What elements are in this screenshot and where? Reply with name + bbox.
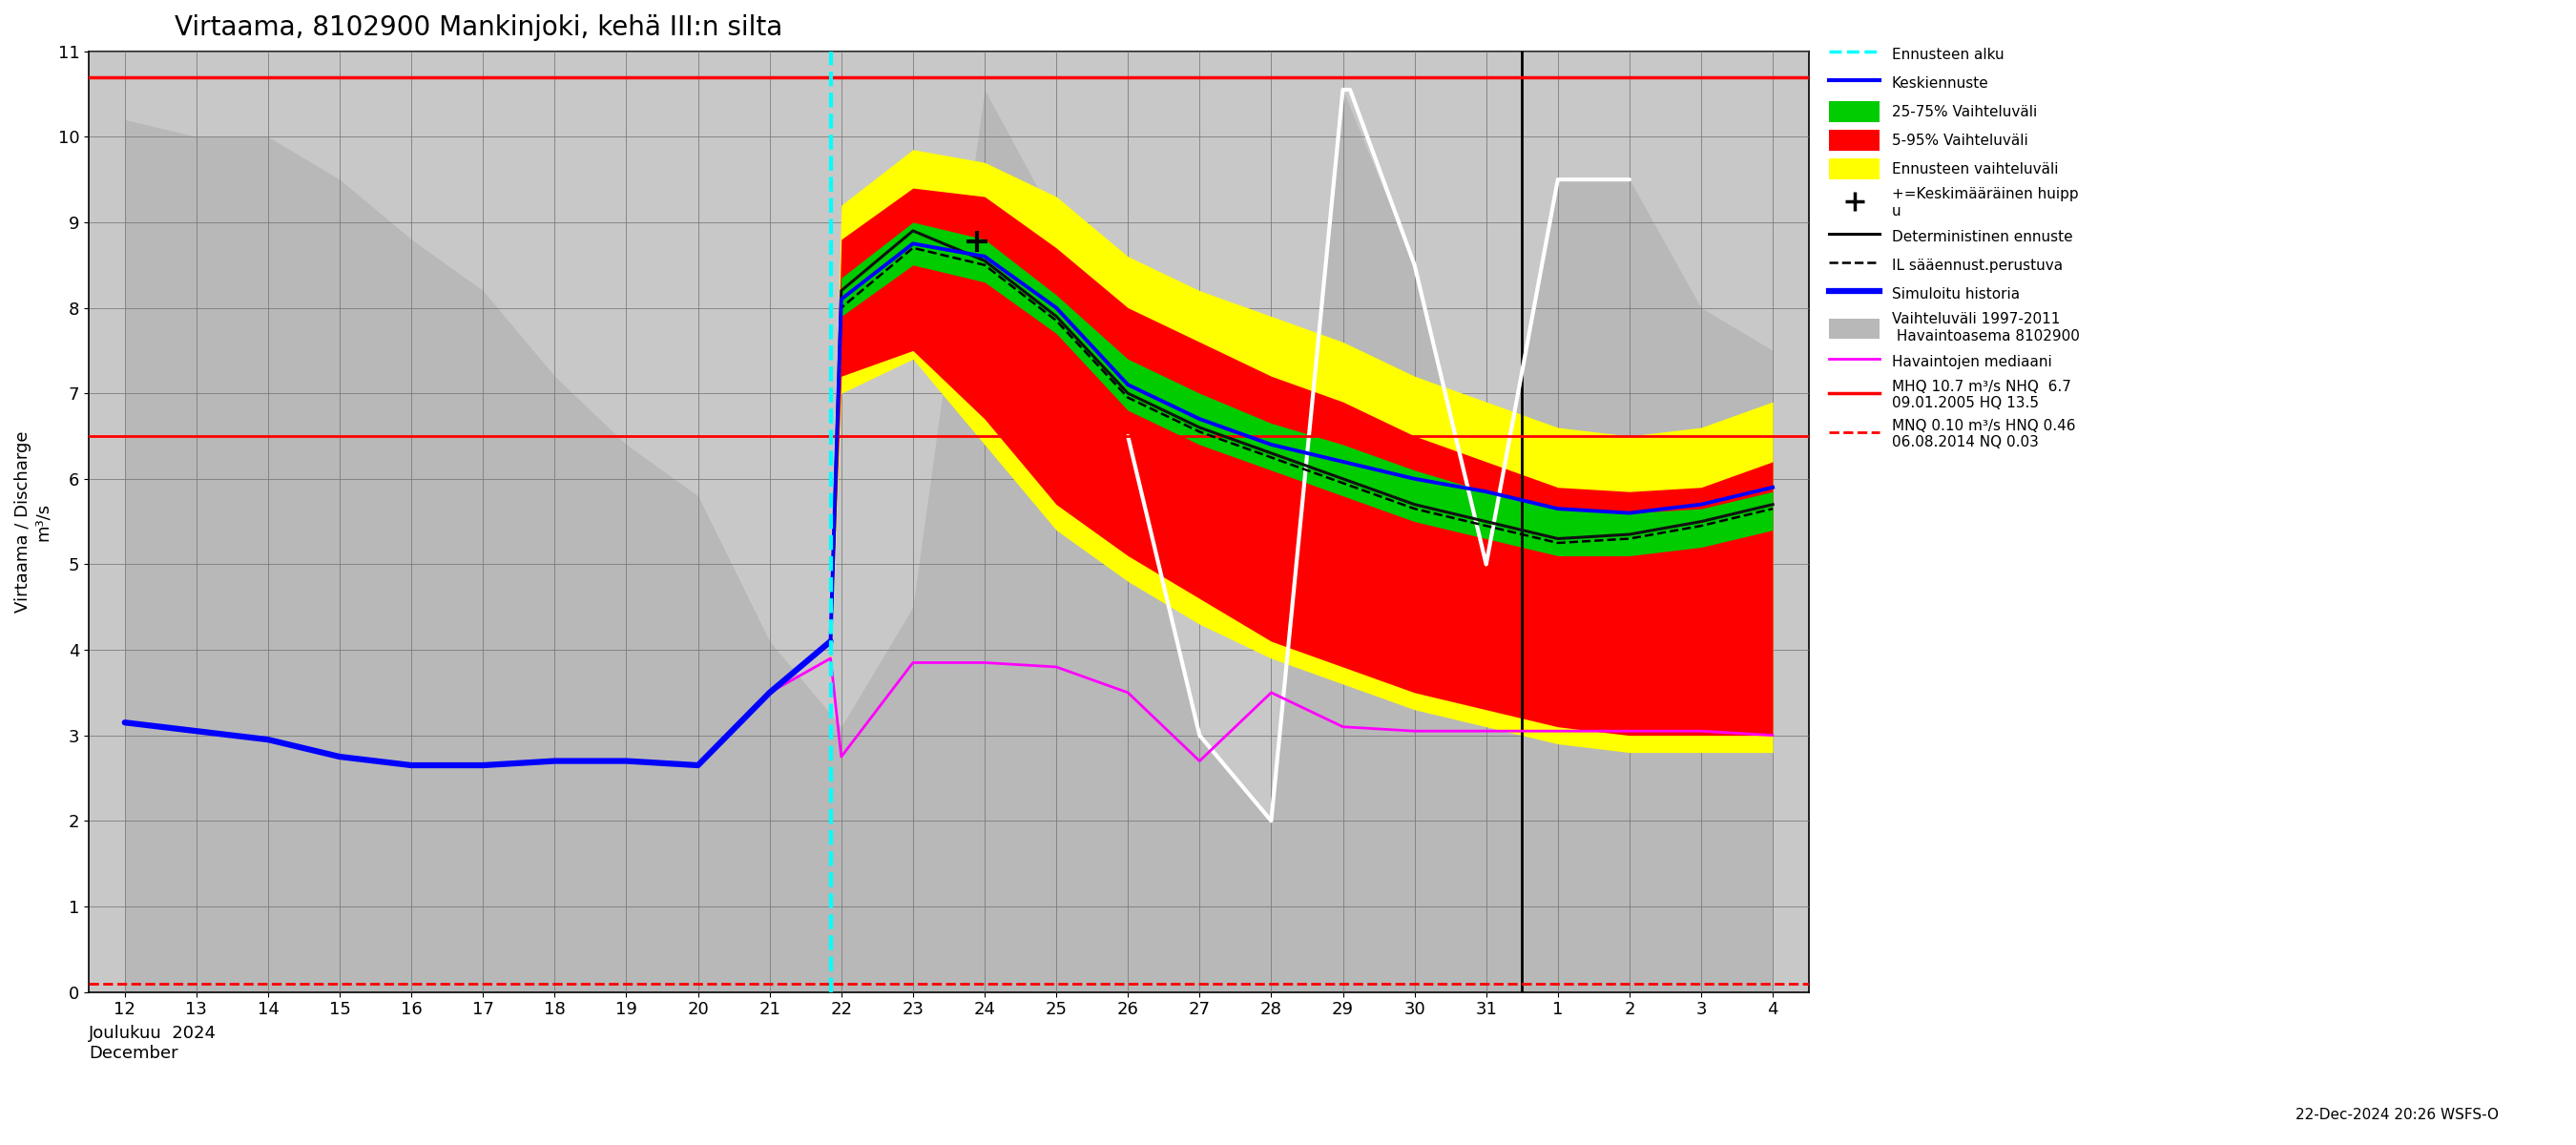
Text: Virtaama, 8102900 Mankinjoki, kehä III:n silta: Virtaama, 8102900 Mankinjoki, kehä III:n… [175,14,783,41]
Legend: Ennusteen alku, Keskiennuste, 25-75% Vaihteluväli, 5-95% Vaihteluväli, Ennusteen: Ennusteen alku, Keskiennuste, 25-75% Vai… [1824,40,2084,453]
X-axis label: Joulukuu  2024
December: Joulukuu 2024 December [90,1025,216,1061]
Y-axis label: Virtaama / Discharge
m³/s: Virtaama / Discharge m³/s [15,431,52,613]
Text: 22-Dec-2024 20:26 WSFS-O: 22-Dec-2024 20:26 WSFS-O [2295,1108,2499,1122]
